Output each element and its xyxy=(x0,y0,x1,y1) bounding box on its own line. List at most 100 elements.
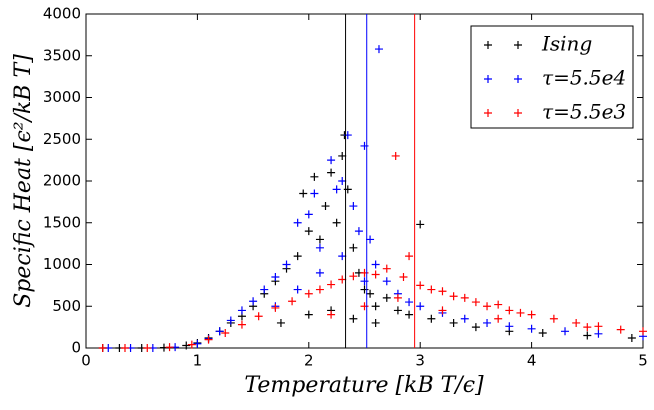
legend-marker xyxy=(484,75,492,83)
point xyxy=(366,235,375,244)
x-tick-label: 3 xyxy=(415,352,425,370)
point xyxy=(527,324,536,333)
point xyxy=(349,272,358,281)
point xyxy=(338,151,347,160)
legend-label: τ=5.5e4 xyxy=(542,66,626,90)
point xyxy=(349,202,358,211)
point xyxy=(349,314,358,323)
x-tick-label: 2 xyxy=(304,352,314,370)
point xyxy=(310,172,319,181)
point xyxy=(471,323,480,332)
point xyxy=(304,289,313,298)
point xyxy=(416,302,425,311)
point xyxy=(371,302,380,311)
x-tick-label: 4 xyxy=(527,352,537,370)
point xyxy=(193,339,202,348)
point xyxy=(449,292,458,301)
point xyxy=(315,235,324,244)
point xyxy=(215,327,224,336)
point xyxy=(343,185,352,194)
legend-marker xyxy=(484,109,492,117)
point xyxy=(338,177,347,185)
point xyxy=(616,325,625,334)
point xyxy=(120,344,129,352)
point xyxy=(271,273,280,282)
y-tick-label: 1000 xyxy=(43,255,81,273)
point xyxy=(583,323,592,332)
point xyxy=(399,273,408,282)
point xyxy=(416,281,425,290)
point xyxy=(143,344,152,352)
point xyxy=(321,202,330,211)
point xyxy=(371,318,380,327)
point xyxy=(382,293,391,302)
point xyxy=(293,285,302,294)
point xyxy=(374,45,383,54)
x-axis-label: Temperature [kB T/ϵ] xyxy=(244,373,484,398)
legend-label: Ising xyxy=(541,32,592,56)
y-tick-label: 1500 xyxy=(43,213,81,231)
y-tick-label: 2500 xyxy=(43,130,81,148)
point xyxy=(360,302,369,311)
point xyxy=(327,310,336,319)
point xyxy=(276,318,285,327)
point xyxy=(237,306,246,315)
point xyxy=(360,268,369,277)
point xyxy=(271,303,280,312)
y-tick-label: 3500 xyxy=(43,46,81,64)
point xyxy=(338,252,347,261)
point xyxy=(627,333,636,342)
legend-marker xyxy=(514,41,522,49)
legend-marker xyxy=(514,75,522,83)
point xyxy=(371,260,380,269)
point xyxy=(182,341,191,350)
point xyxy=(594,322,603,331)
point xyxy=(360,277,369,286)
point xyxy=(293,218,302,227)
point xyxy=(471,298,480,307)
y-tick-label: 500 xyxy=(52,297,81,315)
point xyxy=(549,314,558,323)
point xyxy=(204,335,213,344)
point xyxy=(391,151,400,160)
point xyxy=(405,310,414,319)
point xyxy=(338,275,347,284)
y-tick-label: 3000 xyxy=(43,88,81,106)
point xyxy=(393,306,402,315)
point xyxy=(249,297,258,306)
point xyxy=(561,327,570,336)
legend-marker xyxy=(484,41,492,49)
point xyxy=(288,297,297,306)
point xyxy=(304,210,313,219)
point xyxy=(299,189,308,198)
point xyxy=(327,280,336,289)
point xyxy=(449,318,458,327)
point xyxy=(405,252,414,261)
point xyxy=(187,340,196,349)
point xyxy=(460,314,469,323)
y-axis-label: Specific Heat [ϵ²/kB T] xyxy=(11,54,36,308)
point xyxy=(527,310,536,319)
point xyxy=(438,287,447,296)
point xyxy=(260,285,269,294)
point xyxy=(315,285,324,294)
legend-box xyxy=(470,25,634,129)
point xyxy=(327,168,336,177)
point xyxy=(427,314,436,323)
legend-label: τ=5.5e3 xyxy=(542,100,626,124)
y-tick-label: 0 xyxy=(71,339,81,357)
point xyxy=(221,328,230,337)
point xyxy=(494,300,503,309)
point xyxy=(405,298,414,307)
point xyxy=(315,268,324,277)
x-tick-label: 1 xyxy=(193,352,203,370)
point xyxy=(382,277,391,286)
point xyxy=(505,306,514,315)
point xyxy=(483,302,492,311)
point xyxy=(354,227,363,236)
point xyxy=(254,312,263,321)
point xyxy=(304,227,313,236)
point xyxy=(538,328,547,337)
point xyxy=(98,344,107,352)
point xyxy=(483,318,492,327)
